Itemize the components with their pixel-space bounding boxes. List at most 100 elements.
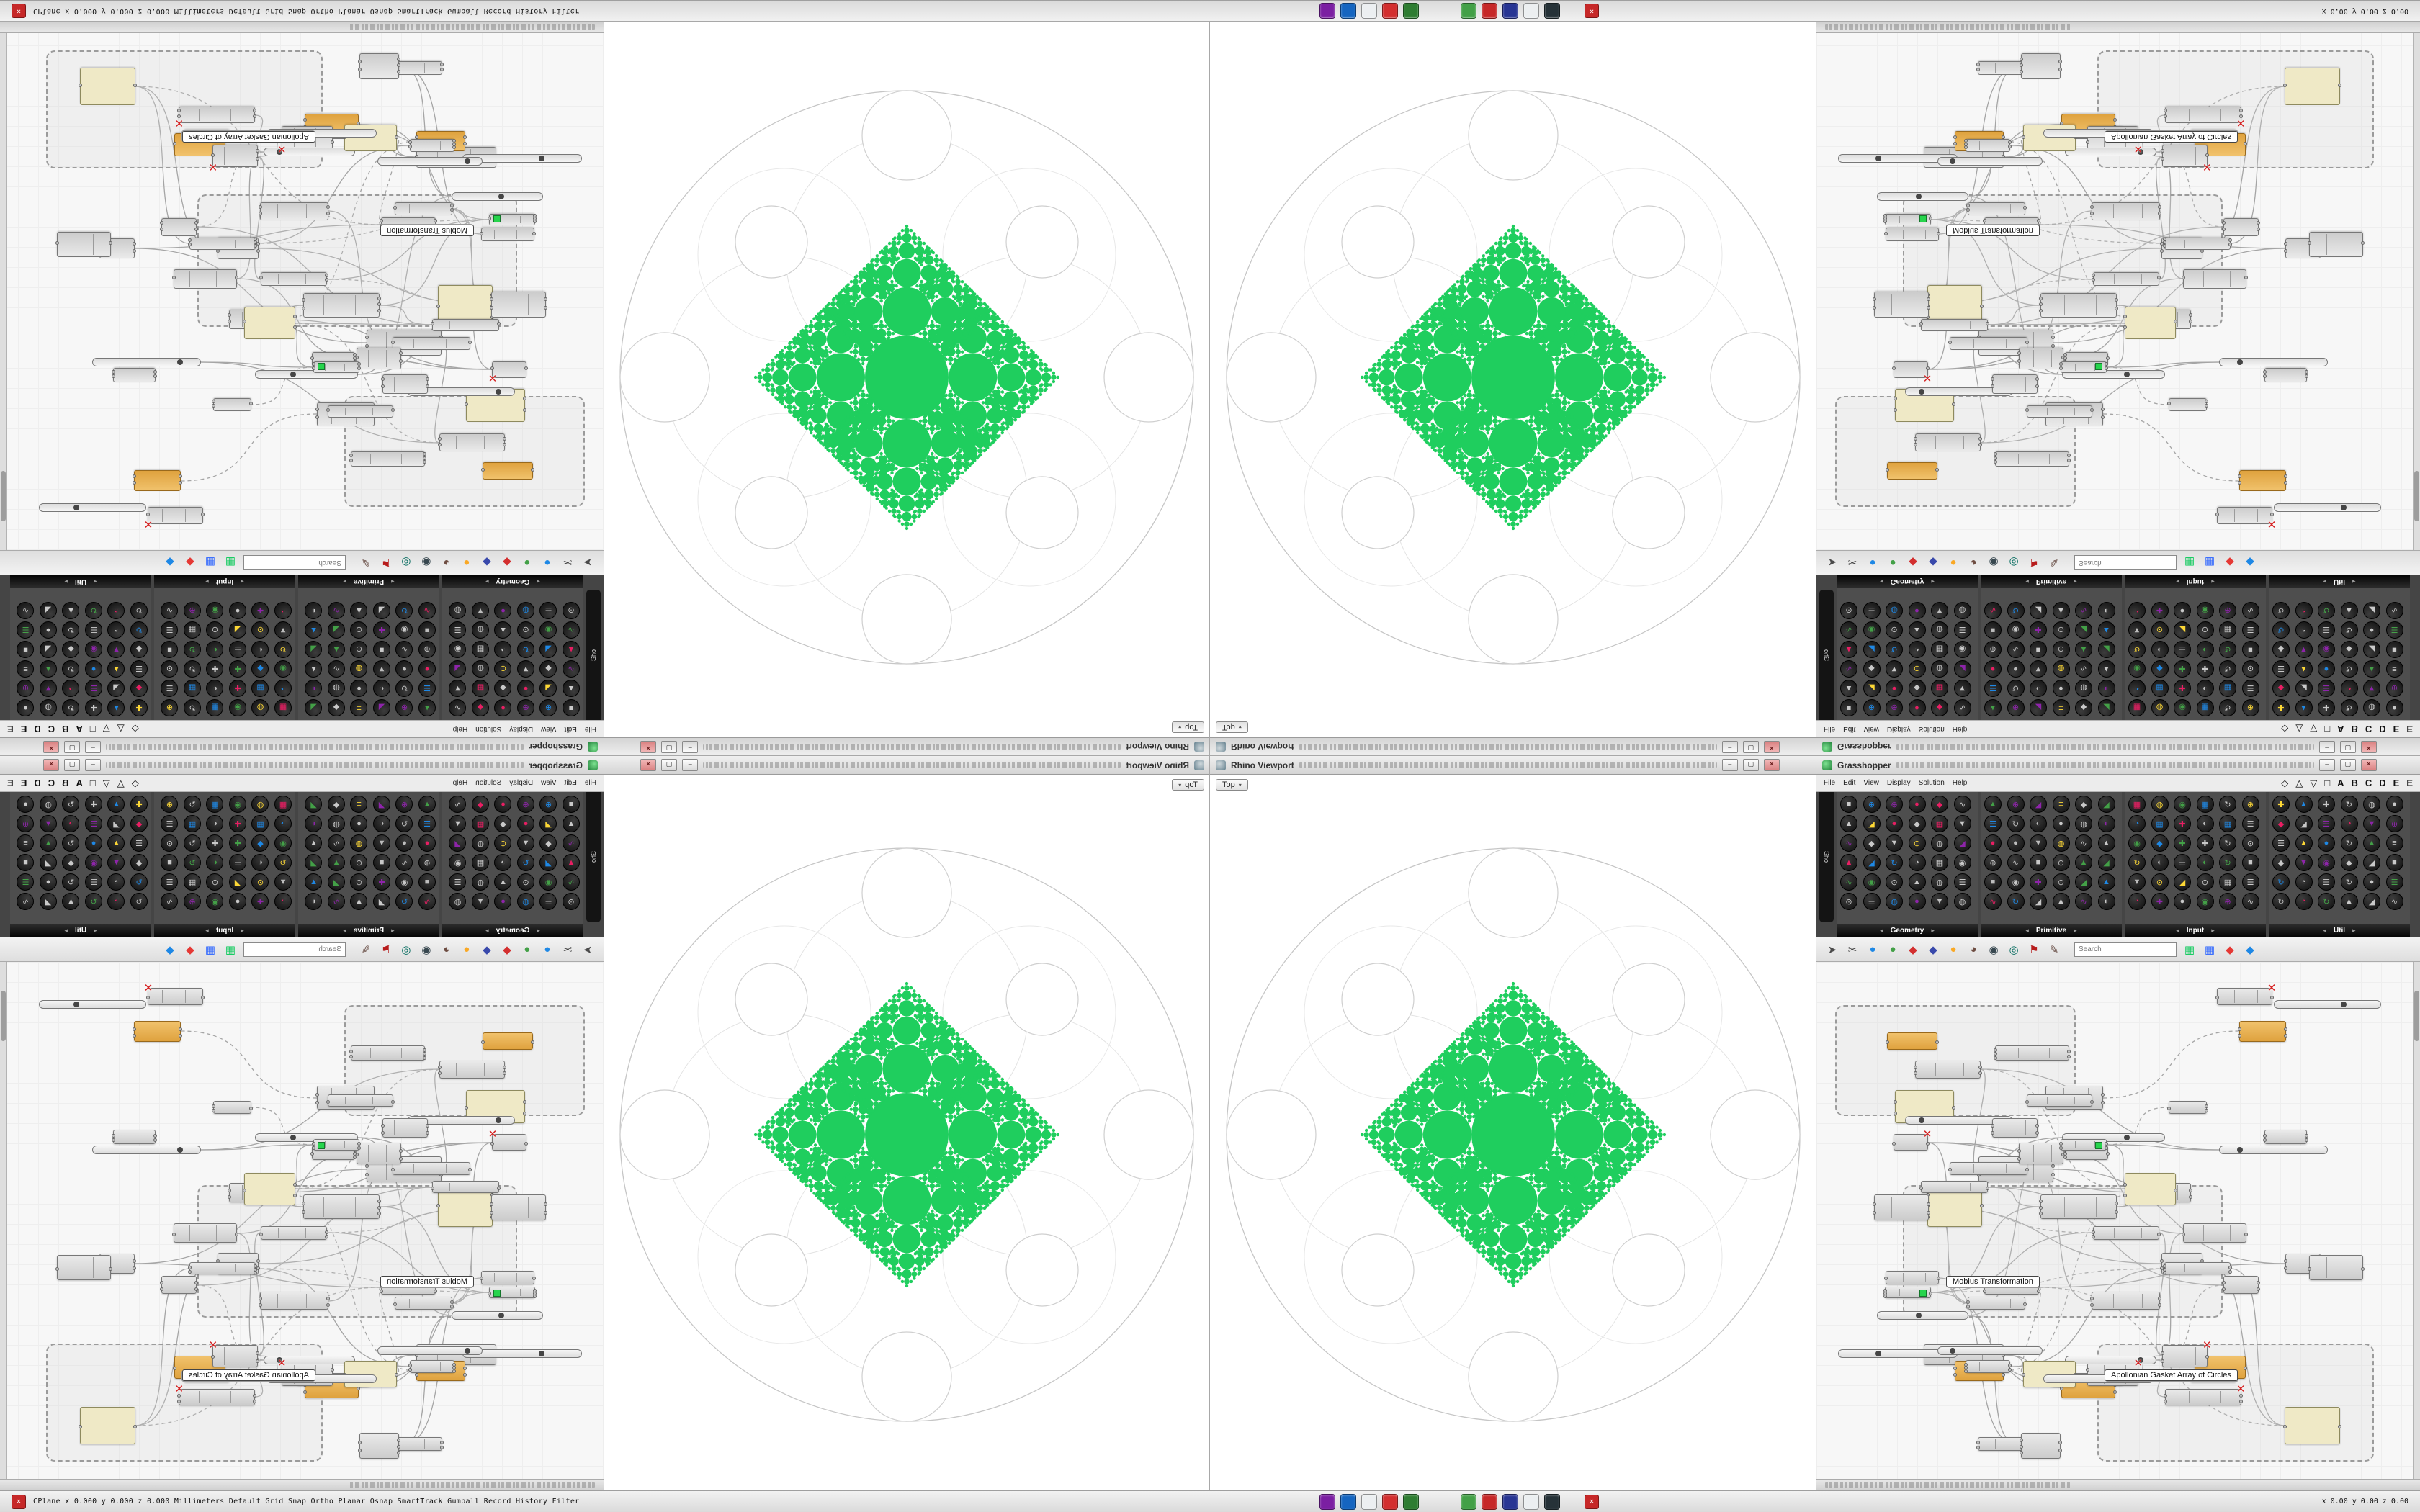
gh-node[interactable] xyxy=(2090,202,2162,221)
menu-item-edit[interactable]: Edit xyxy=(564,725,577,733)
gh-node[interactable] xyxy=(2263,1130,2309,1144)
component-icon[interactable]: ◍ xyxy=(328,680,345,697)
category-tab[interactable]: B xyxy=(2351,777,2358,788)
taskbar-close-icon-2[interactable]: ✕ xyxy=(1585,1494,1600,1509)
component-icon[interactable]: ∿ xyxy=(1984,602,2002,619)
component-icon[interactable]: ⊕ xyxy=(2219,602,2236,619)
component-icon[interactable]: ◉ xyxy=(2196,893,2214,910)
component-icon[interactable]: ◢ xyxy=(539,680,557,697)
component-icon[interactable]: ☰ xyxy=(1953,873,1971,891)
scroll-right-icon[interactable]: ▸ xyxy=(64,578,68,586)
component-icon[interactable]: ↻ xyxy=(2272,873,2290,891)
canvas-scrollbar[interactable] xyxy=(2413,962,2420,1479)
close-button[interactable]: ✕ xyxy=(640,741,657,753)
component-icon[interactable]: ⊙ xyxy=(2052,641,2070,658)
grid-green-icon[interactable]: ▦ xyxy=(2184,943,2195,956)
component-icon[interactable]: ◐ xyxy=(2030,815,2047,832)
scroll-right-icon[interactable]: ▸ xyxy=(2074,578,2077,586)
component-icon[interactable]: ↻ xyxy=(1886,854,1903,871)
app-purple-icon[interactable] xyxy=(1319,1493,1336,1510)
component-icon[interactable]: ◢ xyxy=(1863,641,1881,658)
component-icon[interactable]: ☰ xyxy=(1953,621,1971,639)
component-icon[interactable]: ◍ xyxy=(2151,796,2169,813)
component-icon[interactable]: ▦ xyxy=(472,854,489,871)
component-icon[interactable]: ▼ xyxy=(2295,641,2313,658)
component-icon[interactable]: ◔ xyxy=(274,815,292,832)
component-icon[interactable]: ◢ xyxy=(2030,893,2047,910)
component-icon[interactable]: ▼ xyxy=(373,660,390,678)
maximize-button[interactable]: ▢ xyxy=(64,741,81,753)
menu-item-file[interactable]: File xyxy=(1824,779,1836,787)
component-icon[interactable]: ▲ xyxy=(305,873,323,891)
menu-item-display[interactable]: Display xyxy=(509,725,534,733)
scroll-left-icon[interactable]: ◂ xyxy=(1880,926,1883,934)
gh-node[interactable] xyxy=(2039,292,2118,318)
menu-item-edit[interactable]: Edit xyxy=(1843,779,1856,787)
component-icon[interactable]: ↻ xyxy=(62,834,80,852)
component-icon[interactable]: ◆ xyxy=(494,680,512,697)
component-icon[interactable]: ◆ xyxy=(2340,854,2358,871)
category-tab[interactable]: A xyxy=(2337,724,2344,735)
close-button[interactable]: ✕ xyxy=(2360,741,2377,753)
component-icon[interactable]: ✚ xyxy=(206,660,224,678)
category-tab[interactable]: □ xyxy=(2324,724,2331,735)
component-icon[interactable]: ☰ xyxy=(418,815,436,832)
palette-group-header[interactable]: ◂ Util ▸ xyxy=(10,924,151,937)
component-icon[interactable]: ∿ xyxy=(1984,893,2002,910)
gh-node[interactable] xyxy=(2091,1225,2161,1241)
diamond-red-icon[interactable]: ◆ xyxy=(1909,943,1917,956)
component-icon[interactable]: ☰ xyxy=(161,815,179,832)
category-tab[interactable]: ◇ xyxy=(2281,777,2289,788)
component-icon[interactable]: ⊙ xyxy=(2052,621,2070,639)
component-icon[interactable]: ▼ xyxy=(1886,834,1903,852)
component-icon[interactable]: ◔ xyxy=(2295,621,2313,639)
component-icon[interactable]: ✚ xyxy=(2272,796,2290,813)
component-icon[interactable]: ◉ xyxy=(1953,854,1971,871)
component-icon[interactable]: ≡ xyxy=(350,796,368,813)
flag-icon[interactable]: ⚑ xyxy=(381,556,391,569)
component-icon[interactable]: ◢ xyxy=(2097,796,2115,813)
component-icon[interactable]: ● xyxy=(1984,834,2002,852)
component-icon[interactable]: ☰ xyxy=(2318,815,2335,832)
component-icon[interactable]: ◆ xyxy=(328,796,345,813)
component-icon[interactable]: ☰ xyxy=(2272,660,2290,678)
app-light-icon[interactable] xyxy=(1523,1493,1540,1510)
viewport-canvas[interactable]: Top ▾ xyxy=(604,22,1210,737)
gh-node[interactable] xyxy=(177,106,256,124)
component-icon[interactable]: ◔ xyxy=(2128,893,2146,910)
component-icon[interactable]: ▦ xyxy=(472,641,489,658)
component-icon[interactable]: ∿ xyxy=(2241,602,2259,619)
component-icon[interactable]: ▼ xyxy=(517,660,534,678)
component-icon[interactable]: ▼ xyxy=(1931,602,1948,619)
gh-node[interactable] xyxy=(479,1271,536,1284)
component-icon[interactable]: ◉ xyxy=(274,834,292,852)
component-icon[interactable]: ↻ xyxy=(62,873,80,891)
component-icon[interactable]: ☰ xyxy=(2318,680,2335,697)
gh-node[interactable] xyxy=(2215,507,2274,524)
component-icon[interactable]: ● xyxy=(1908,602,1926,619)
component-icon[interactable]: ◆ xyxy=(251,834,269,852)
component-icon[interactable]: ☰ xyxy=(1863,893,1881,910)
component-icon[interactable]: ☰ xyxy=(2241,680,2259,697)
component-icon[interactable]: ● xyxy=(418,834,436,852)
gh-node[interactable] xyxy=(2164,106,2243,124)
component-icon[interactable]: ■ xyxy=(17,641,35,658)
component-icon[interactable]: ◍ xyxy=(2052,660,2070,678)
component-icon[interactable]: ▼ xyxy=(2128,621,2146,639)
component-icon[interactable]: ▲ xyxy=(2363,660,2380,678)
gh-node[interactable] xyxy=(349,1045,426,1061)
component-icon[interactable]: ■ xyxy=(1840,796,1857,813)
component-icon[interactable]: ∿ xyxy=(449,796,467,813)
component-icon[interactable]: ▼ xyxy=(107,854,125,871)
component-icon[interactable]: ● xyxy=(17,796,35,813)
component-icon[interactable]: ◐ xyxy=(251,641,269,658)
gh-node[interactable] xyxy=(79,1406,138,1444)
gh-node[interactable] xyxy=(2222,217,2261,236)
component-icon[interactable]: ◐ xyxy=(305,815,323,832)
pie-brown-icon[interactable]: ◕ xyxy=(1970,557,1977,569)
component-icon[interactable]: ▲ xyxy=(2295,699,2313,716)
component-icon[interactable]: ▦ xyxy=(2219,815,2236,832)
component-icon[interactable]: ◍ xyxy=(350,660,368,678)
component-icon[interactable]: ◐ xyxy=(2196,854,2214,871)
component-icon[interactable]: ◉ xyxy=(206,602,224,619)
